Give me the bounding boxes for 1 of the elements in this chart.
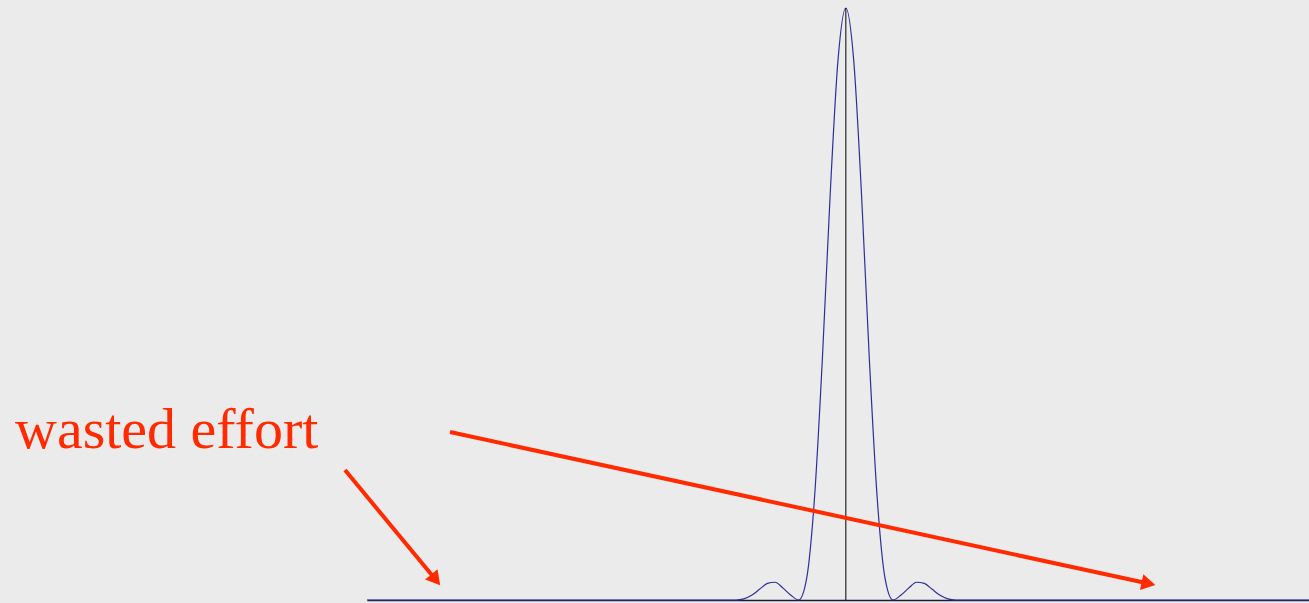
text: wasted effort — [15, 396, 319, 461]
